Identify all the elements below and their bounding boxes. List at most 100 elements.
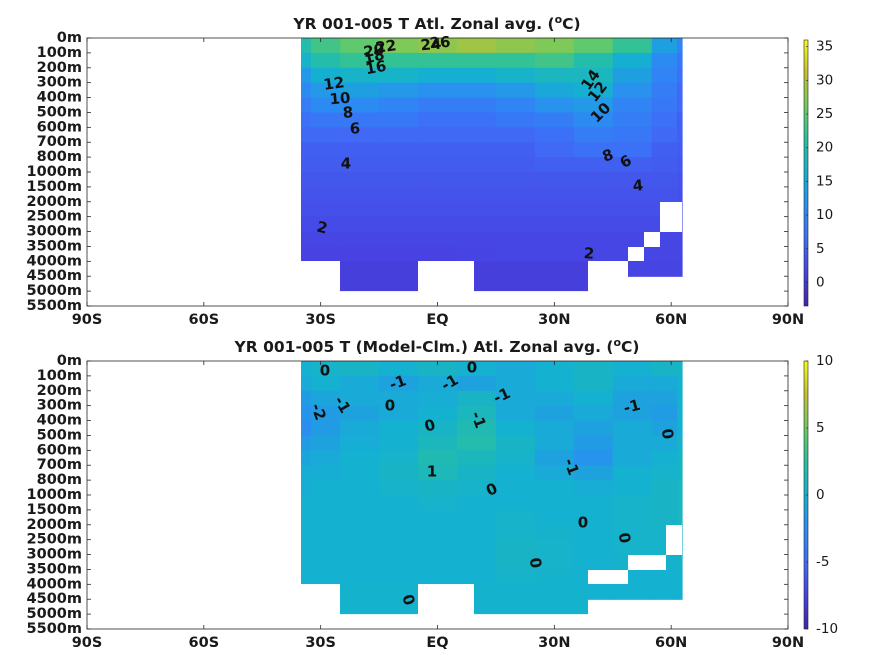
heatmap-cell	[612, 82, 653, 99]
contour-label: 0	[320, 362, 330, 380]
heatmap-cell	[677, 420, 683, 437]
x-tick-label: 90S	[72, 312, 103, 328]
heatmap-cell	[495, 201, 536, 218]
heatmap-cell	[310, 127, 341, 143]
heatmap-cell	[495, 67, 536, 84]
heatmap-cell	[534, 569, 575, 585]
heatmap-cell	[677, 405, 683, 422]
heatmap-cell	[379, 67, 419, 84]
heatmap-cell	[379, 480, 419, 496]
heatmap-cell	[418, 97, 458, 114]
heatmap-cell	[651, 172, 678, 188]
heatmap-cell	[379, 82, 419, 99]
heatmap-cell	[418, 361, 458, 377]
heatmap-cell	[573, 201, 614, 218]
colorbar-tick-label: 5	[816, 420, 825, 436]
heatmap-cell	[418, 246, 458, 262]
heatmap-cell	[651, 450, 678, 466]
heatmap-cell	[495, 390, 536, 407]
contour-label: 4	[341, 155, 351, 173]
contour-label: 16	[364, 57, 388, 78]
heatmap-cell	[340, 465, 380, 481]
heatmap-cell	[651, 375, 678, 392]
x-tick-label: EQ	[426, 312, 448, 328]
contour-label: 12	[322, 73, 345, 94]
heatmap-cell	[677, 231, 683, 248]
heatmap-cell	[310, 82, 341, 99]
heatmap-cell	[651, 495, 678, 511]
heatmap-cell	[379, 465, 419, 481]
heatmap-cell	[301, 450, 312, 466]
heatmap-cell	[418, 201, 458, 218]
colorbar-tick-label: -10	[816, 621, 838, 637]
heatmap-cell	[379, 554, 419, 571]
heatmap-cell	[340, 97, 380, 114]
heatmap-cell	[418, 480, 458, 496]
heatmap-cell	[612, 231, 653, 248]
heatmap-cell	[534, 509, 575, 526]
heatmap-cell	[418, 52, 458, 69]
heatmap-cell	[677, 509, 683, 526]
colorbar-tick-label: 20	[816, 140, 833, 156]
heatmap-cell	[456, 435, 497, 451]
heatmap-cell	[379, 142, 419, 158]
heatmap-cell	[534, 201, 575, 218]
heatmap-cell	[651, 480, 678, 496]
heatmap-cell	[310, 172, 341, 188]
heatmap-cell	[495, 97, 536, 114]
heatmap-cell	[651, 127, 678, 143]
heatmap-cell	[495, 157, 536, 173]
heatmap-cell	[310, 231, 341, 248]
heatmap-cell	[495, 420, 536, 437]
heatmap-cell	[573, 52, 614, 69]
land-mask	[588, 570, 628, 584]
title-degree: o	[555, 13, 563, 26]
heatmap-cell	[340, 390, 380, 407]
heatmap-cell	[340, 201, 380, 218]
heatmap-cell	[456, 509, 497, 526]
y-tick-label: 800m	[37, 149, 82, 165]
heatmap-cell	[573, 524, 614, 541]
heatmap-cell	[573, 82, 614, 99]
heatmap-cell	[612, 142, 653, 158]
heatmap-cell	[651, 435, 678, 451]
heatmap-cell	[612, 186, 653, 203]
heatmap-cell	[340, 157, 380, 173]
land-mask	[418, 261, 474, 292]
heatmap-cell	[340, 524, 380, 541]
heatmap-cell	[534, 38, 575, 54]
y-tick-label: 5500m	[27, 621, 82, 637]
y-tick-label: 400m	[37, 90, 82, 106]
heatmap-cell	[456, 554, 497, 571]
heatmap-cell	[573, 186, 614, 203]
heatmap-cell	[456, 38, 497, 54]
heatmap-cell	[456, 186, 497, 203]
heatmap-cell	[495, 450, 536, 466]
heatmap-field	[301, 38, 683, 292]
heatmap-cell	[456, 127, 497, 143]
heatmap-cell	[495, 435, 536, 451]
heatmap-cell	[534, 524, 575, 541]
heatmap-cell	[301, 172, 312, 188]
heatmap-cell	[534, 216, 575, 233]
heatmap-cell	[340, 450, 380, 466]
contour-label: 10	[329, 89, 351, 109]
heatmap-cell	[573, 435, 614, 451]
heatmap-cell	[379, 450, 419, 466]
heatmap-cell	[612, 465, 653, 481]
heatmap-cell	[677, 261, 683, 277]
heatmap-cell	[534, 420, 575, 437]
heatmap-cell	[651, 261, 678, 277]
heatmap-field	[301, 361, 683, 615]
heatmap-cell	[677, 480, 683, 496]
heatmap-cell	[379, 157, 419, 173]
colorbar-tick-label: -5	[816, 554, 829, 570]
heatmap-cell	[677, 246, 683, 262]
heatmap-cell	[651, 67, 678, 84]
heatmap-cell	[301, 67, 312, 84]
heatmap-cell	[418, 450, 458, 466]
heatmap-cell	[495, 465, 536, 481]
y-tick-label: 500m	[37, 427, 82, 443]
colorbar-tick-label: 0	[816, 274, 825, 290]
heatmap-cell	[612, 450, 653, 466]
